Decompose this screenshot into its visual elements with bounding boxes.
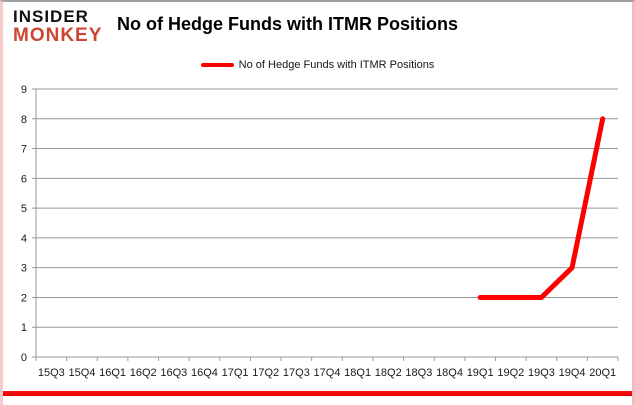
logo-text-monkey: MONKEY [13,25,103,46]
x-axis-tick-label: 16Q3 [160,367,187,379]
y-axis-tick-label: 1 [21,322,27,334]
y-axis-tick-label: 3 [21,263,27,275]
x-axis-tick-label: 18Q3 [405,367,432,379]
x-axis-tick-label: 15Q4 [68,367,95,379]
y-axis-tick-label: 9 [21,84,27,96]
legend-label: No of Hedge Funds with ITMR Positions [238,59,435,71]
x-axis-tick-label: 17Q1 [222,367,249,379]
y-axis-tick-label: 7 [21,144,27,156]
x-axis-tick-label: 19Q2 [497,367,524,379]
y-axis-tick-label: 5 [21,203,27,215]
x-axis-tick-label: 18Q1 [344,367,371,379]
x-axis-tick-label: 20Q1 [589,367,616,379]
legend: No of Hedge Funds with ITMR Positions [3,57,632,73]
y-axis-tick-label: 8 [21,114,27,126]
x-axis-tick-label: 19Q3 [528,367,555,379]
x-axis-tick-label: 15Q3 [38,367,65,379]
x-axis-tick-label: 17Q4 [314,367,341,379]
y-axis-tick-label: 2 [21,292,27,304]
x-axis-tick-label: 19Q4 [559,367,586,379]
data-line-itmr-positions [477,116,606,300]
y-axis-tick-label: 0 [21,352,27,364]
bottom-red-bar [3,391,632,396]
insider-monkey-logo: INSIDER MONKEY [13,8,102,45]
logo-text-insider: INSIDER [13,7,89,26]
x-axis-tick-label: 16Q2 [130,367,157,379]
y-axis-tick-label: 6 [21,173,27,185]
x-axis-tick-label: 16Q1 [99,367,126,379]
x-axis-tick-label: 19Q1 [467,367,494,379]
x-axis-tick-label: 18Q2 [375,367,402,379]
x-axis-tick-label: 17Q2 [252,367,279,379]
legend-line-swatch [200,63,234,67]
chart-title: No of Hedge Funds with ITMR Positions [117,14,458,34]
x-axis-tick-label: 18Q4 [436,367,463,379]
y-axis-tick-label: 4 [21,233,27,245]
x-axis-tick-label: 17Q3 [283,367,310,379]
x-axis-tick-label: 16Q4 [191,367,218,379]
